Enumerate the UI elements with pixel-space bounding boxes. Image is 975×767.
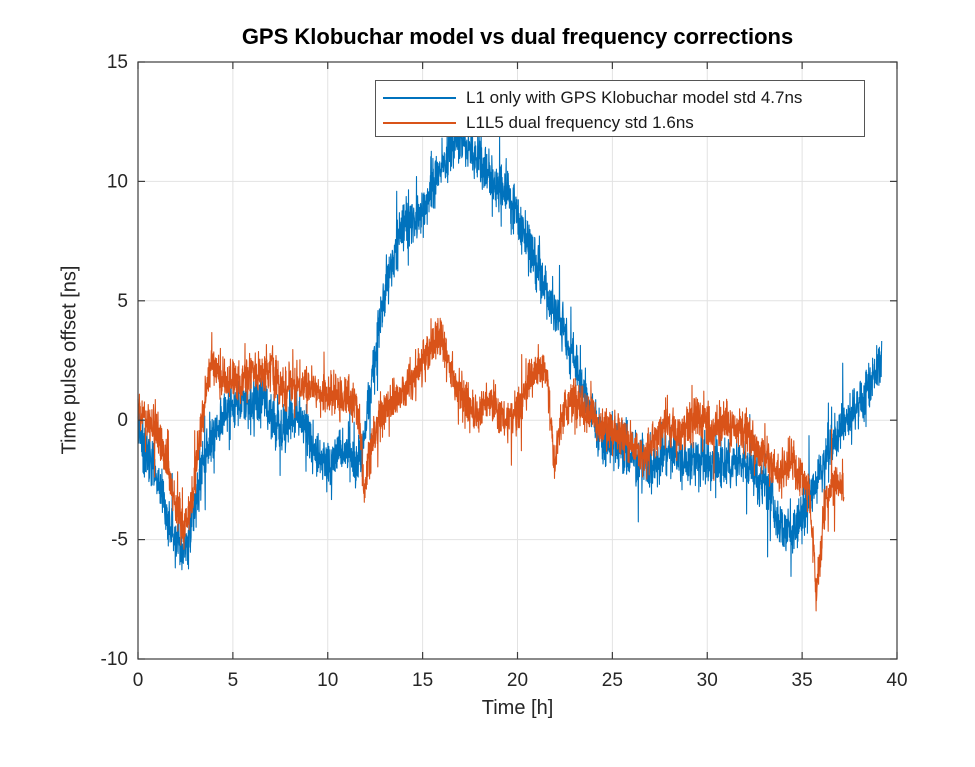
y-tick-label: 0: [117, 410, 128, 431]
x-tick-label: 25: [602, 670, 623, 691]
series-line-l1l5: [137, 317, 845, 612]
y-tick-label: -5: [111, 530, 128, 551]
x-axis-label: Time [h]: [481, 697, 554, 719]
legend-item-l1: L1 only with GPS Klobuchar model std 4.7…: [383, 85, 864, 110]
chart-title: GPS Klobuchar model vs dual frequency co…: [241, 24, 794, 49]
x-tick-label: 40: [886, 670, 907, 691]
legend-label-l1: L1 only with GPS Klobuchar model std 4.7…: [466, 87, 803, 107]
legend-label-l1l5: L1L5 dual frequency std 1.6ns: [466, 112, 694, 132]
legend-item-l1l5: L1L5 dual frequency std 1.6ns: [383, 110, 864, 135]
x-tick-label: 30: [697, 670, 718, 691]
legend-line-swatch-l1: [383, 96, 456, 99]
y-tick-label: 5: [117, 291, 128, 312]
legend: L1 only with GPS Klobuchar model std 4.7…: [375, 80, 865, 137]
x-tick-label: 15: [412, 670, 433, 691]
y-tick-label: 15: [107, 52, 128, 73]
x-tick-label: 35: [792, 670, 813, 691]
x-tick-label: 0: [133, 670, 144, 691]
y-tick-label: -10: [101, 649, 128, 670]
y-tick-label: 10: [107, 171, 128, 192]
legend-line-swatch-l1l5: [383, 121, 456, 124]
x-tick-label: 20: [507, 670, 528, 691]
x-tick-label: 5: [228, 670, 239, 691]
series-line-l1: [137, 110, 883, 577]
x-tick-label: 10: [317, 670, 338, 691]
